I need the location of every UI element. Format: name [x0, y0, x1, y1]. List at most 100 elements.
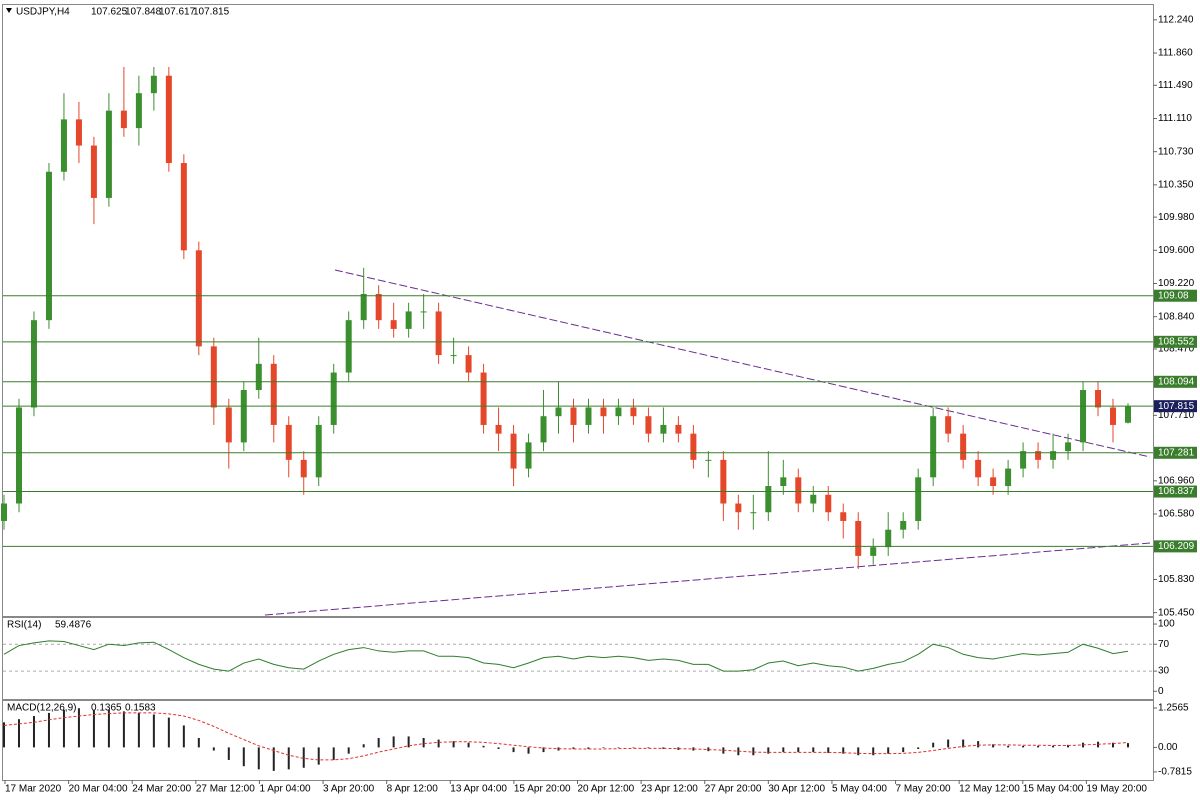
macd-bar: [422, 737, 425, 748]
macd-bar: [212, 747, 215, 751]
level-label-bg: [1154, 289, 1197, 302]
candle-body: [15, 407, 22, 504]
candle-body: [1035, 451, 1042, 460]
macd-bar: [182, 725, 185, 748]
macd-bar: [47, 712, 50, 748]
macd-bar: [242, 747, 245, 767]
x-tick-label: 23 Apr 12:00: [641, 784, 698, 795]
macd-bar: [887, 747, 890, 754]
candle-body: [180, 163, 187, 251]
macd-bar: [3, 722, 5, 748]
macd-bar: [152, 714, 155, 748]
candle-body: [660, 424, 667, 434]
y-tick-label: 110.350: [1158, 179, 1194, 190]
candle-body: [255, 363, 262, 391]
candle-body: [540, 416, 547, 443]
candle-body: [435, 311, 442, 356]
candle-body: [1020, 451, 1027, 469]
candle-body: [915, 477, 922, 521]
candle-body: [960, 433, 967, 460]
macd-bar: [257, 747, 260, 770]
x-tick-label: 7 May 20:00: [896, 784, 951, 795]
x-tick-label: 13 Apr 04:00: [450, 784, 507, 795]
macd-bar: [932, 742, 935, 748]
level-label-bg: [1154, 446, 1197, 459]
candle-body: [330, 372, 337, 425]
candle-body: [855, 520, 862, 556]
macd-bar: [512, 747, 515, 753]
candle-body: [1, 503, 7, 521]
panel-title: MACD(12,26,9): [7, 703, 76, 714]
macd-bar: [392, 736, 395, 748]
candle-body: [1005, 468, 1012, 487]
candle-body: [750, 512, 757, 514]
macd-bar: [1022, 745, 1025, 748]
level-label-bg: [1154, 485, 1197, 498]
candle-body: [840, 512, 847, 521]
macd-bar: [107, 709, 110, 748]
main-panel: [2, 4, 1154, 617]
candle-body: [270, 363, 277, 425]
candle-body: [795, 477, 802, 504]
candle-body: [630, 407, 637, 417]
macd-bar: [407, 736, 410, 748]
macd-bar: [347, 747, 350, 754]
macd-bar: [647, 747, 650, 749]
level-label: 109.08: [1158, 290, 1189, 301]
macd-bar: [1067, 744, 1070, 748]
candle-body: [900, 520, 907, 530]
candle-body: [990, 477, 997, 487]
macd-bar: [587, 747, 590, 749]
macd-bar: [722, 747, 725, 754]
candle-body: [390, 320, 397, 329]
y-tick-label: 107.710: [1158, 410, 1195, 421]
y-tick-label: 105.830: [1158, 574, 1195, 585]
macd-bar: [437, 739, 440, 748]
y-tick-label: 70: [1158, 639, 1170, 650]
current-price-bg: [1154, 400, 1197, 413]
candle-body: [75, 119, 82, 146]
macd-bar: [1112, 742, 1115, 748]
x-tick-label: 20 Apr 12:00: [578, 784, 635, 795]
macd-bar: [827, 747, 830, 754]
candle-body: [1080, 390, 1087, 443]
candle-body: [165, 75, 172, 164]
macd-bar: [752, 747, 755, 756]
candle-body: [30, 320, 37, 408]
header-value: 107.848: [125, 7, 162, 18]
macd-bar: [677, 747, 680, 750]
candle-body: [315, 424, 322, 478]
y-tick-label: 105.450: [1158, 607, 1195, 618]
candle-body: [690, 433, 697, 460]
candle-body: [825, 494, 832, 513]
macd-bar: [812, 747, 815, 753]
y-tick-label: 100: [1158, 619, 1175, 630]
header-value: 59.4876: [55, 620, 92, 631]
y-tick-label: 111.490: [1158, 80, 1193, 91]
macd-bar: [377, 737, 380, 748]
candle-body: [930, 416, 937, 478]
candle-body: [525, 442, 532, 469]
candle-body: [450, 355, 457, 357]
macd-bar: [1127, 743, 1129, 748]
candle-body: [870, 547, 877, 556]
y-tick-label: 109.600: [1158, 245, 1195, 256]
macd-bar: [317, 747, 320, 765]
candle-body: [585, 407, 592, 425]
x-tick-label: 30 Apr 12:00: [768, 784, 825, 795]
macd-bar: [452, 741, 455, 748]
macd-bar: [1052, 745, 1055, 748]
menu-triangle[interactable]: [6, 8, 12, 13]
candle-body: [720, 459, 727, 504]
macd-bar: [737, 747, 740, 756]
candle-body: [120, 110, 127, 129]
macd-bar: [332, 747, 335, 760]
macd-bar: [497, 747, 500, 749]
candle-body: [45, 171, 52, 321]
macd-bar: [617, 747, 620, 748]
macd-bar: [917, 747, 920, 749]
candle-body: [345, 320, 352, 373]
macd-bar: [602, 747, 605, 749]
header-value: 107.625: [91, 7, 128, 18]
